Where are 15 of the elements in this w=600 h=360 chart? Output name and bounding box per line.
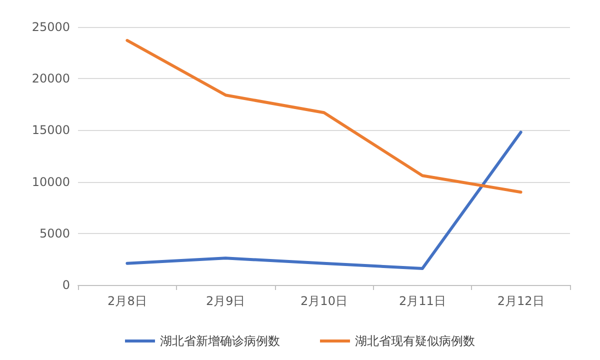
x-tick-label: 2月11日 bbox=[398, 294, 446, 308]
y-tick-label: 15000 bbox=[32, 123, 70, 138]
y-tick-label: 20000 bbox=[32, 72, 70, 86]
y-tick-label: 10000 bbox=[32, 174, 70, 189]
y-tick-label: 0 bbox=[62, 278, 70, 292]
line-series bbox=[126, 130, 522, 270]
y-tick-label: 5000 bbox=[39, 226, 70, 240]
x-tick-label: 2月10日 bbox=[300, 294, 348, 308]
x-tick-label: 2月8日 bbox=[108, 294, 147, 308]
x-tick-label: 2月12日 bbox=[497, 294, 544, 308]
x-tick-label: 2月9日 bbox=[206, 294, 246, 308]
legend-label: 湖北省新增确诊病例数 bbox=[160, 334, 280, 348]
y-tick-label: 25000 bbox=[32, 20, 70, 34]
line-series bbox=[126, 38, 522, 194]
legend-label: 湖北省现有疑似病例数 bbox=[355, 334, 475, 348]
